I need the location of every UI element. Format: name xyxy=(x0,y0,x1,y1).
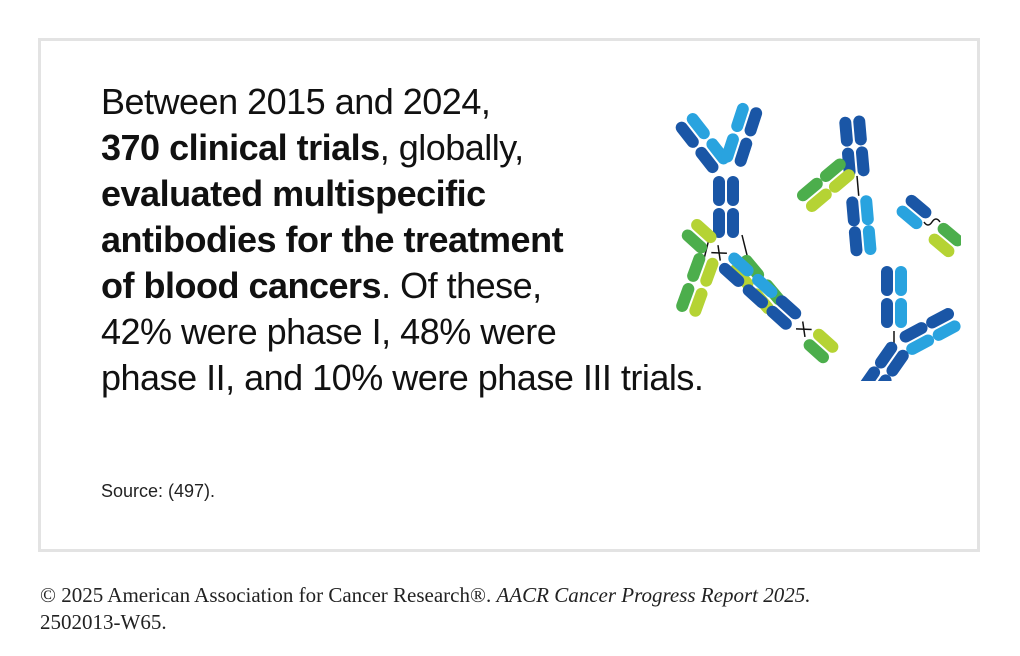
fact-line-5: of blood cancers. Of these, xyxy=(101,265,542,306)
antibody-icon xyxy=(679,216,841,366)
footer-credit: © 2025 American Association for Cancer R… xyxy=(40,582,810,636)
fact-line-3: evaluated multispecific xyxy=(101,173,486,214)
antibody-icon xyxy=(894,192,961,260)
antibody-icon xyxy=(794,115,877,257)
infographic-card: Between 2015 and 2024, 370 clinical tria… xyxy=(38,38,980,552)
fact-highlight: 370 clinical trials xyxy=(101,127,380,168)
fact-line-4: antibodies for the treatment xyxy=(101,219,564,260)
fact-line-7: phase II, and 10% were phase III trials. xyxy=(101,357,704,398)
antibody-icon xyxy=(855,266,961,381)
figure-code: 2502013-W65. xyxy=(40,610,167,634)
fact-line-1: Between 2015 and 2024, xyxy=(101,81,491,122)
copyright-line: © 2025 American Association for Cancer R… xyxy=(40,583,811,607)
fact-text: Between 2015 and 2024, 370 clinical tria… xyxy=(101,79,781,401)
fact-highlight: of blood cancers xyxy=(101,265,382,306)
antibody-illustration xyxy=(673,101,961,381)
report-title: AACR Cancer Progress Report 2025. xyxy=(496,583,811,607)
fact-line-2: 370 clinical trials, globally, xyxy=(101,127,524,168)
fact-line-6: 42% were phase I, 48% were xyxy=(101,311,557,352)
source-note: Source: (497). xyxy=(101,481,216,501)
